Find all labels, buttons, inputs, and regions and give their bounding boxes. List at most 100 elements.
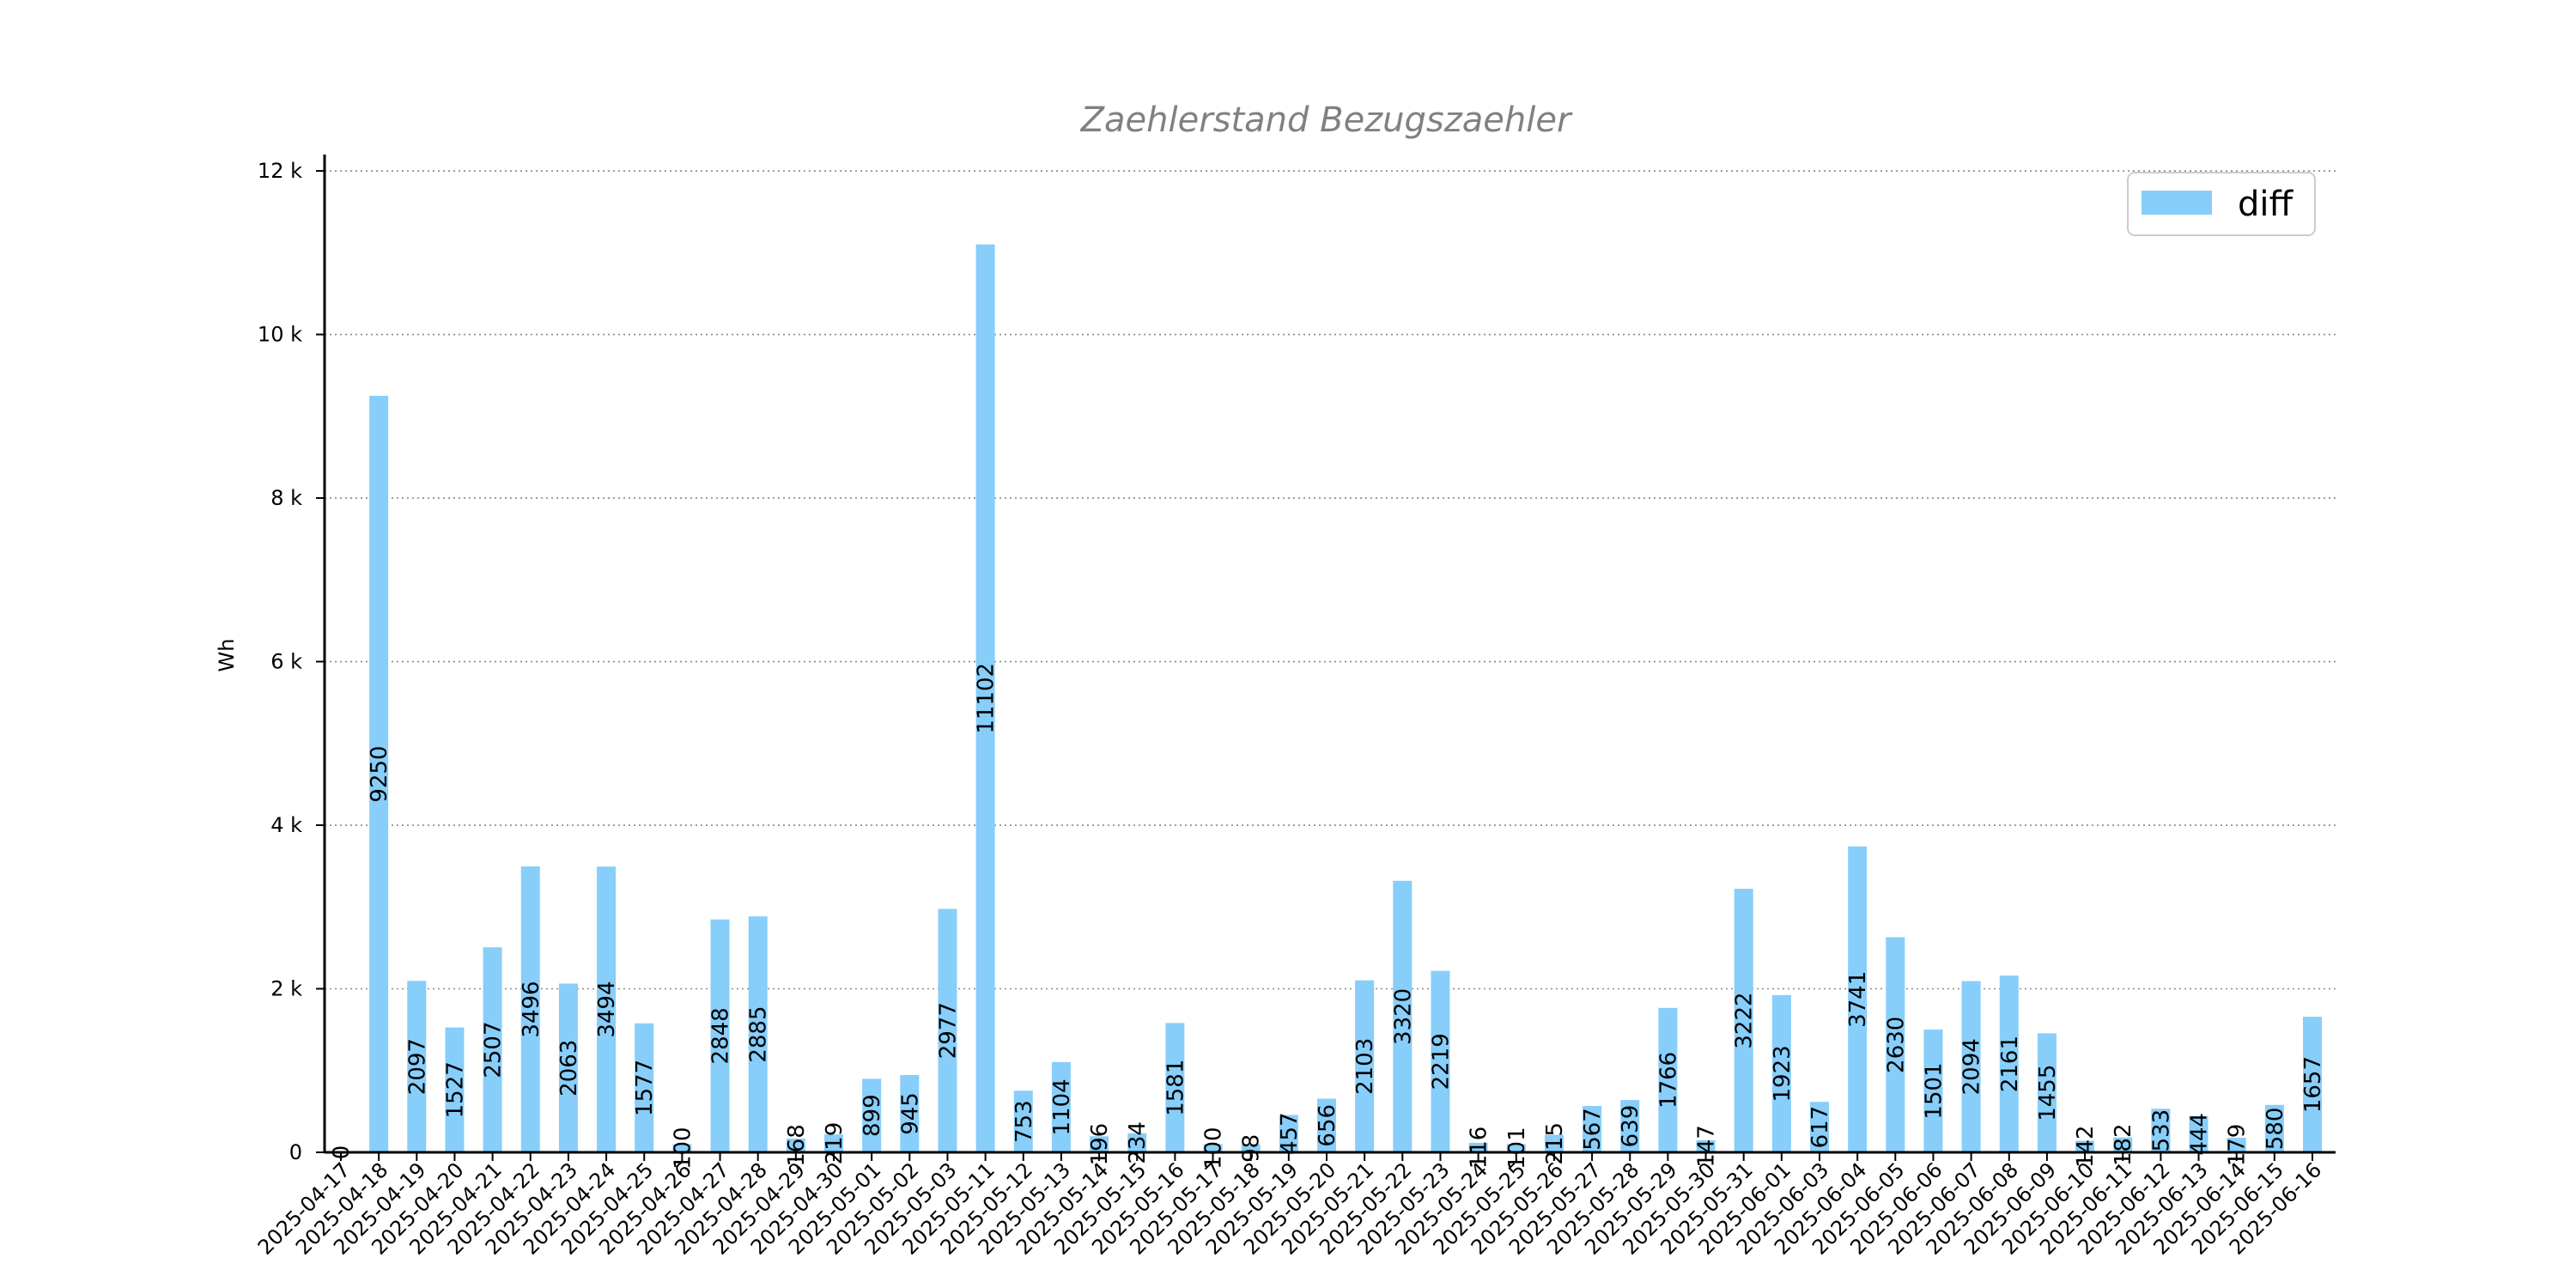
bar (2303, 1017, 2322, 1152)
bar (2151, 1109, 2171, 1152)
bar (786, 1138, 805, 1152)
bar (1241, 1144, 1261, 1152)
y-axis-label: Wh (215, 639, 239, 672)
data-label: 1527 (442, 1061, 468, 1118)
bar (1886, 937, 1905, 1152)
y-tick-label: 2 k (270, 977, 302, 1001)
bar (1961, 981, 1981, 1152)
bar (1165, 1023, 1185, 1152)
legend-box (2127, 172, 2316, 236)
bar (597, 866, 617, 1152)
data-label: 899 (860, 1094, 885, 1137)
data-label: 2219 (1428, 1033, 1454, 1090)
bar (1620, 1100, 1640, 1152)
data-label: 3494 (594, 981, 620, 1038)
bar (1696, 1139, 1716, 1152)
data-label: 3320 (1390, 988, 1416, 1045)
bar (635, 1023, 654, 1152)
bar (445, 1027, 465, 1152)
bar (900, 1074, 920, 1152)
x-axis-ticks: 2025-04-172025-04-182025-04-192025-04-20… (253, 1152, 2326, 1260)
data-label: 567 (1580, 1108, 1606, 1151)
bar (1203, 1144, 1223, 1152)
data-label: 2161 (1997, 1036, 2023, 1092)
bar (558, 983, 578, 1152)
data-label: 1766 (1656, 1052, 1681, 1109)
y-tick-label: 6 k (270, 650, 302, 674)
bar (1317, 1098, 1336, 1152)
data-label: 142 (2073, 1125, 2099, 1168)
data-label: 1657 (2300, 1056, 2326, 1113)
bar (710, 919, 730, 1152)
chart-title: Zaehlerstand Bezugszaehler (1080, 100, 1573, 140)
bar (483, 947, 502, 1152)
bar (1355, 980, 1375, 1152)
data-label: 753 (1012, 1100, 1037, 1143)
y-tick-label: 10 k (258, 323, 302, 347)
bar (1051, 1061, 1071, 1152)
data-label: 457 (1277, 1112, 1303, 1155)
data-label: 2063 (556, 1040, 582, 1097)
data-label: 2848 (708, 1007, 734, 1064)
data-label: 116 (1467, 1127, 1492, 1170)
bar (2264, 1104, 2284, 1152)
data-label: 1577 (632, 1060, 658, 1116)
bar (2037, 1033, 2057, 1152)
data-label: 2097 (404, 1038, 430, 1095)
data-label: 9250 (367, 745, 392, 802)
bar (1393, 880, 1413, 1152)
bar (1468, 1142, 1488, 1152)
bar (1127, 1133, 1147, 1152)
bar (2227, 1137, 2246, 1152)
y-tick-label: 8 k (270, 486, 302, 510)
bar (1506, 1144, 1526, 1152)
data-label: 656 (1315, 1104, 1340, 1147)
data-label: 11102 (974, 663, 999, 734)
data-label: 639 (1618, 1105, 1643, 1148)
y-tick-label: 0 (289, 1140, 302, 1164)
data-label: 1581 (1163, 1060, 1188, 1116)
bar (1544, 1134, 1564, 1152)
bar (2189, 1115, 2208, 1152)
bar (1658, 1007, 1678, 1152)
data-label: 147 (1694, 1125, 1720, 1168)
bar (1923, 1030, 1943, 1152)
bar (938, 908, 957, 1152)
bar (1771, 994, 1791, 1152)
bar (1090, 1136, 1109, 1152)
bar (748, 916, 768, 1152)
bar (1999, 975, 2019, 1152)
data-label: 1104 (1049, 1078, 1075, 1135)
legend: diff (2127, 172, 2316, 236)
bar (407, 981, 427, 1152)
data-label: 444 (2187, 1113, 2213, 1156)
y-tick-label: 4 k (270, 813, 302, 837)
bar (1848, 846, 1868, 1152)
bar (520, 866, 540, 1152)
data-label: 1501 (1921, 1062, 1947, 1119)
data-label: 3496 (519, 981, 544, 1037)
data-label: 533 (2148, 1109, 2174, 1152)
axes (323, 155, 2336, 1154)
data-label: 945 (897, 1092, 923, 1135)
bar (1583, 1105, 1602, 1152)
bar (1810, 1102, 1829, 1152)
bar (862, 1078, 882, 1152)
data-label: 2507 (481, 1022, 507, 1078)
bar (1734, 889, 1753, 1152)
data-label: 2885 (746, 1006, 772, 1063)
data-label: 2103 (1352, 1038, 1378, 1095)
data-label: 101 (1504, 1127, 1530, 1170)
legend-label-diff: diff (2238, 185, 2294, 224)
y-tick-label: 12 k (258, 159, 302, 183)
data-label: 3222 (1732, 992, 1758, 1048)
bar (2113, 1137, 2133, 1152)
bar (2075, 1140, 2095, 1152)
bar (672, 1144, 692, 1152)
bar (1013, 1091, 1033, 1152)
data-label: 2630 (1883, 1017, 1909, 1073)
bar (975, 244, 995, 1153)
data-label: 2977 (935, 1002, 961, 1059)
bar (1431, 970, 1450, 1152)
